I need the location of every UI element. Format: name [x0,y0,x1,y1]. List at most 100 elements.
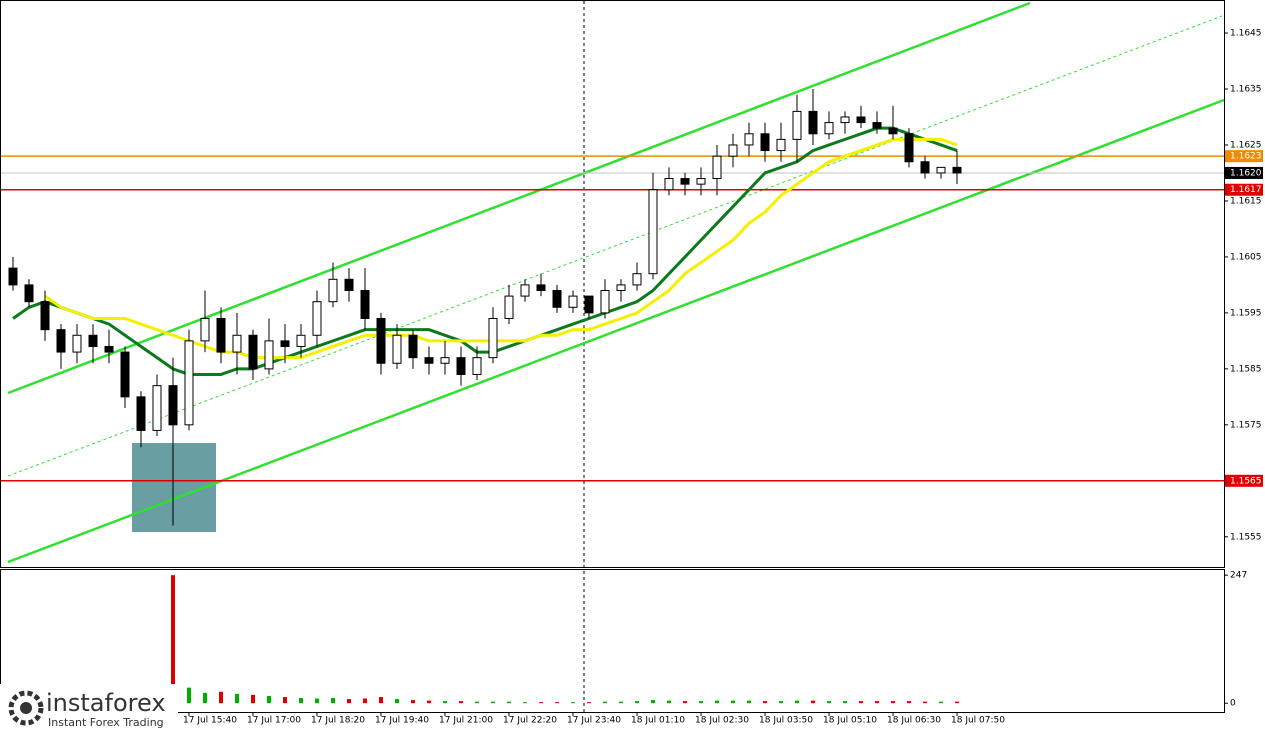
y-tick-label: 1.1585 [1230,364,1262,374]
candle-body [920,161,930,174]
volume-bar [603,701,607,704]
candle-body [888,127,898,135]
candle-body [728,144,738,157]
volume-tick-label: 247 [1230,571,1247,581]
volume-bar [347,699,351,704]
volume-bar [763,701,767,704]
volume-bar [395,699,399,704]
volume-bar [619,701,623,704]
volume-bar [715,700,719,704]
volume-bar [571,702,575,704]
candle-body [248,334,258,370]
volume-bar [923,701,927,704]
volume-bar [955,701,959,704]
candle-body [472,357,482,375]
volume-bar [635,701,639,704]
candle-body [520,284,530,297]
candle-body [792,110,802,140]
channel-middle [7,15,1223,477]
volume-bar [539,702,543,704]
y-tick-label: 1.1575 [1230,420,1262,430]
x-tick-label: 17 Jul 18:20 [311,716,365,726]
x-tick-label: 18 Jul 01:10 [631,716,685,726]
channel-upper [7,1,1031,395]
candle-body [936,166,946,174]
level-label: 1.1565 [1230,476,1262,486]
candle-body [264,340,274,370]
level-label-box [1225,474,1263,487]
y-tick-label: 1.1605 [1230,252,1262,262]
candle-body [88,334,98,347]
volume-bar [411,700,415,704]
candle-body [104,345,114,353]
volume-bar [795,700,799,704]
volume-bar [747,700,751,704]
current-price-label: 1.1620 [1230,168,1262,178]
candle-body [40,301,50,331]
x-tick-label: 17 Jul 21:00 [439,716,493,726]
volume-bar [731,700,735,704]
candle-body [424,357,434,364]
candle-body [152,385,162,431]
candle-body [712,155,722,180]
candle-body [56,329,66,353]
volume-bar [283,696,287,704]
x-tick-label: 18 Jul 02:30 [695,716,749,726]
candle-body [376,317,386,364]
candle-body [488,317,498,359]
candle-body [536,284,546,291]
candle-body [776,138,786,152]
candle-body [440,357,450,364]
candle-body [824,122,834,135]
volume-bar [779,701,783,704]
candle-body [808,110,818,135]
x-tick-label: 17 Jul 17:00 [247,716,301,726]
volume-panel [0,569,1225,713]
level-label: 1.1617 [1230,185,1262,195]
plot: 1.15551.15751.15851.15951.16051.16151.16… [1,29,1263,726]
candle-body [312,301,322,336]
candle-body [504,295,514,319]
x-tick-label: 18 Jul 03:50 [759,716,813,726]
candle-body [8,267,18,286]
volume-bar [891,701,895,704]
volume-bar [251,694,255,704]
candle-body [200,317,210,342]
volume-bar [315,698,319,704]
candle-body [840,116,850,124]
logo: instaforex Instant Forex Trading [0,684,178,732]
volume-bar [443,701,447,704]
candle-body [408,334,418,359]
candle-body [952,166,962,174]
candle-body [360,289,370,319]
volume-bar [827,701,831,704]
volume-bar [939,701,943,704]
x-tick-label: 17 Jul 22:20 [503,716,557,726]
volume-bar [507,701,511,704]
moving-average [44,137,958,360]
current-price-box [1225,166,1263,179]
volume-tick-label: 0 [1230,699,1236,709]
volume-bar [475,701,479,704]
candle-body [744,133,754,146]
volume-bar [683,701,687,704]
y-tick-label: 1.1625 [1230,140,1262,150]
volume-bar [299,698,303,704]
candle-body [232,334,242,353]
x-tick-label: 18 Jul 07:50 [951,716,1005,726]
candle-body [136,396,146,431]
x-tick-label: 17 Jul 19:40 [375,716,429,726]
candle-body [24,284,34,303]
candle-body [648,189,658,275]
candle-body [856,116,866,124]
volume-bar [859,701,863,704]
volume-bar [379,696,383,704]
volume-bar [459,701,463,704]
volume-bar [491,701,495,704]
candle-body [216,317,226,353]
logo-tagline: Instant Forex Trading [48,716,164,729]
candle-body [696,178,706,185]
candle-body [552,289,562,308]
